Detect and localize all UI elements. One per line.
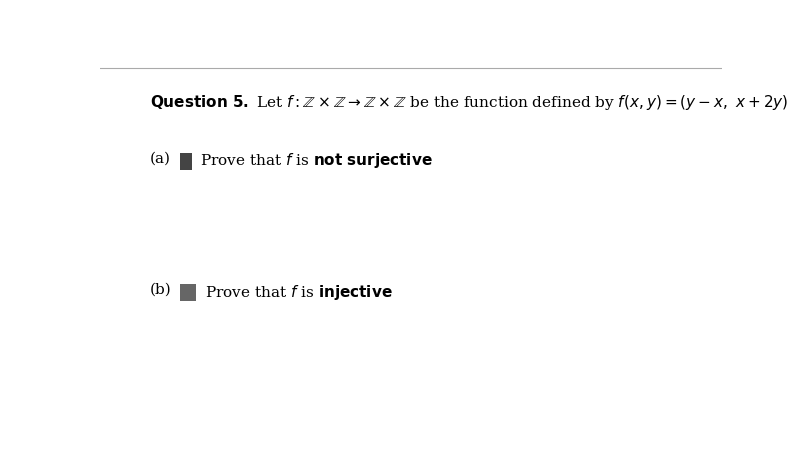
Text: $\mathbf{Question\ 5.}$ Let $f : \mathbb{Z} \times \mathbb{Z} \rightarrow \mathb: $\mathbf{Question\ 5.}$ Let $f : \mathbb… (150, 93, 788, 112)
Text: (b): (b) (150, 282, 172, 297)
FancyBboxPatch shape (180, 284, 196, 301)
FancyBboxPatch shape (180, 153, 192, 170)
Text: Prove that $f$ is $\mathbf{not\ surjective}$: Prove that $f$ is $\mathbf{not\ surjecti… (200, 151, 432, 170)
Text: (a): (a) (150, 151, 171, 166)
Text: Prove that $f$ is $\mathbf{injective}$: Prove that $f$ is $\mathbf{injective}$ (205, 282, 392, 302)
